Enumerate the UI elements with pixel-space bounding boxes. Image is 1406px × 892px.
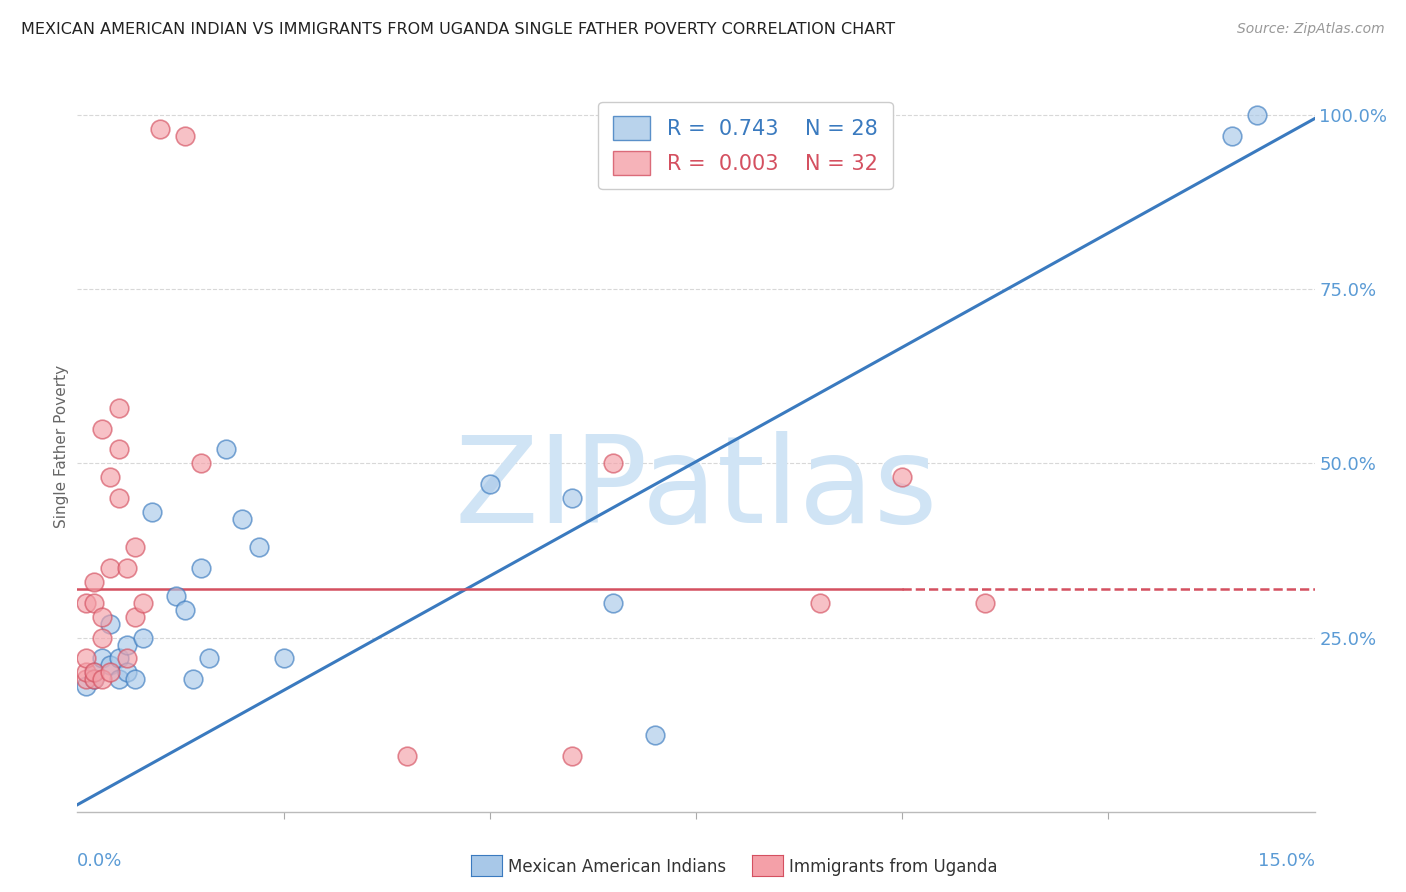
Point (132, 631, 155, 645)
Legend: R =  0.743    N = 28, R =  0.003    N = 32: R = 0.743 N = 28, R = 0.003 N = 32 (599, 102, 893, 189)
Point (173, 128, 195, 143)
Point (98, 561, 121, 575)
Point (1246, 108, 1268, 122)
Point (115, 638, 138, 652)
Point (190, 457, 212, 471)
Point (124, 673, 146, 687)
Point (83, 673, 105, 687)
Text: Immigrants from Uganda: Immigrants from Uganda (789, 858, 997, 876)
Point (198, 651, 221, 665)
Point (115, 651, 138, 665)
Point (396, 749, 419, 764)
Point (91, 651, 114, 665)
Point (107, 491, 129, 506)
Point (808, 596, 831, 610)
Point (1220, 128, 1243, 143)
Y-axis label: Single Father Poverty: Single Father Poverty (53, 365, 69, 527)
Text: Source: ZipAtlas.com: Source: ZipAtlas.com (1237, 22, 1385, 37)
Point (602, 596, 624, 610)
Point (115, 561, 138, 575)
Point (561, 491, 583, 506)
Point (75, 679, 97, 693)
Point (132, 596, 155, 610)
Point (644, 728, 666, 742)
Point (83, 673, 105, 687)
Point (561, 749, 583, 764)
Point (602, 457, 624, 471)
Point (98, 616, 121, 631)
Point (98, 658, 121, 673)
Point (91, 673, 114, 687)
Point (107, 401, 129, 415)
Point (215, 442, 238, 457)
Point (247, 540, 270, 554)
Point (83, 574, 105, 589)
Point (273, 651, 295, 665)
Point (91, 609, 114, 624)
Point (75, 596, 97, 610)
Point (124, 609, 146, 624)
Point (75, 673, 97, 687)
Point (98, 665, 121, 680)
Point (83, 665, 105, 680)
Point (478, 477, 501, 491)
Point (75, 651, 97, 665)
Point (181, 673, 204, 687)
Point (124, 540, 146, 554)
Point (107, 673, 129, 687)
Point (91, 631, 114, 645)
Point (83, 596, 105, 610)
Point (115, 665, 138, 680)
Point (141, 505, 163, 519)
Text: ZIPatlas: ZIPatlas (454, 432, 938, 549)
Text: MEXICAN AMERICAN INDIAN VS IMMIGRANTS FROM UGANDA SINGLE FATHER POVERTY CORRELAT: MEXICAN AMERICAN INDIAN VS IMMIGRANTS FR… (21, 22, 896, 37)
Point (173, 603, 195, 617)
Point (891, 470, 914, 484)
Point (165, 589, 187, 603)
Text: 0.0%: 0.0% (77, 852, 122, 870)
Point (75, 665, 97, 680)
Point (107, 442, 129, 457)
Point (107, 651, 129, 665)
Point (83, 665, 105, 680)
Text: Mexican American Indians: Mexican American Indians (508, 858, 725, 876)
Point (149, 122, 172, 136)
Text: 15.0%: 15.0% (1257, 852, 1315, 870)
Point (973, 596, 995, 610)
Point (231, 512, 253, 526)
Point (190, 561, 212, 575)
Point (98, 470, 121, 484)
Point (91, 421, 114, 435)
